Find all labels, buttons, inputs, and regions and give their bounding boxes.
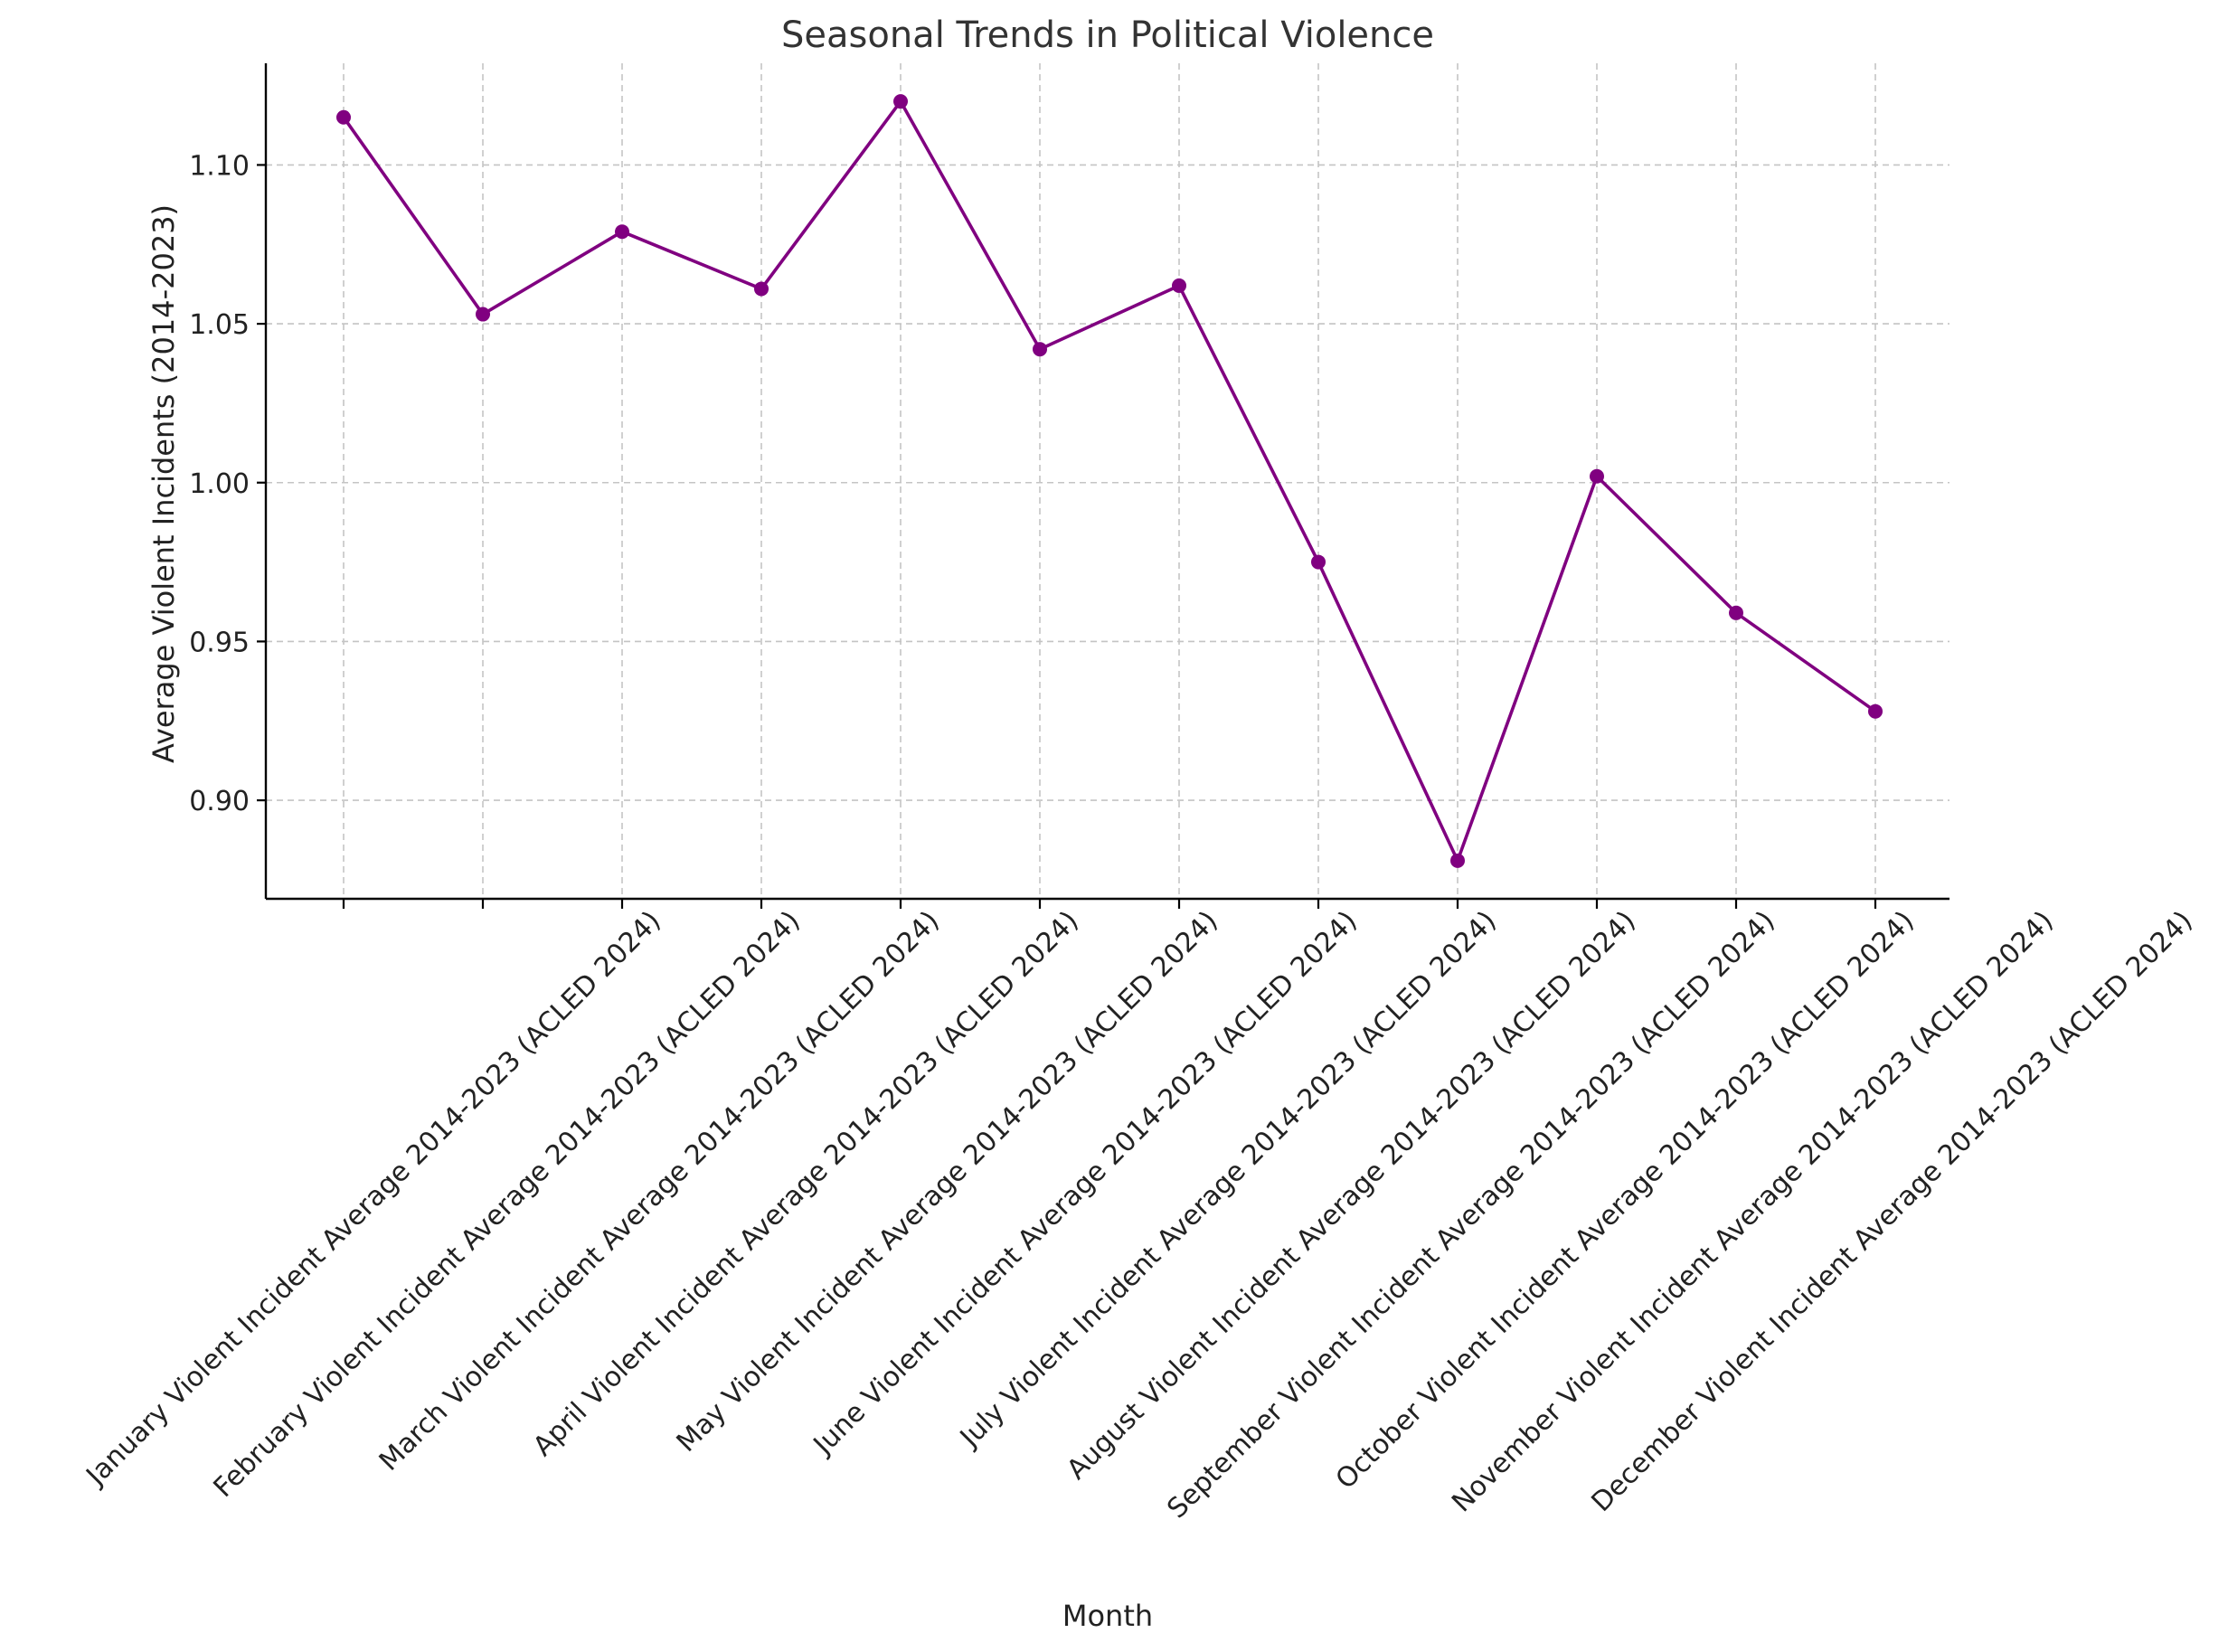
data-point: [1450, 853, 1465, 868]
data-point: [1033, 342, 1047, 357]
data-point: [1729, 605, 1743, 620]
y-tick-label: 1.10: [189, 150, 250, 182]
data-point: [336, 109, 351, 125]
y-axis-ticks: 0.90 0.95 1.00 1.05 1.10: [189, 150, 266, 817]
data-point: [1311, 554, 1326, 570]
axes-spines: [264, 63, 1950, 901]
x-axis-label: Month: [1062, 1599, 1153, 1633]
x-tick-label: May Violent Incident Average 2014-2023 (…: [671, 905, 1224, 1458]
x-tick-label: June Violent Incident Average 2014-2023 …: [807, 905, 1364, 1462]
grid: [266, 63, 1950, 899]
data-point: [615, 224, 629, 240]
data-point: [893, 94, 908, 109]
data-point: [754, 281, 769, 297]
y-tick-label: 0.90: [189, 786, 250, 817]
y-axis-label: Average Violent Incidents (2014-2023): [146, 204, 181, 763]
y-tick-label: 1.05: [189, 309, 250, 341]
series-line: [342, 99, 1877, 863]
x-tick-label: April Violent Incident Average 2014-2023…: [527, 905, 1085, 1463]
chart-title: Seasonal Trends in Political Violence: [781, 14, 1434, 56]
series-line-group: [342, 99, 1877, 863]
y-tick-label: 0.95: [189, 627, 250, 658]
data-point: [1590, 468, 1604, 484]
data-points: [336, 94, 1883, 868]
y-tick-label: 1.00: [189, 468, 250, 500]
data-point: [1868, 703, 1883, 719]
x-axis-ticks: January Violent Incident Average 2014-20…: [80, 899, 2199, 1525]
data-point: [1172, 278, 1186, 293]
data-point: [476, 307, 490, 322]
x-tick-label: July Violent Incident Average 2014-2023 …: [953, 905, 1503, 1455]
